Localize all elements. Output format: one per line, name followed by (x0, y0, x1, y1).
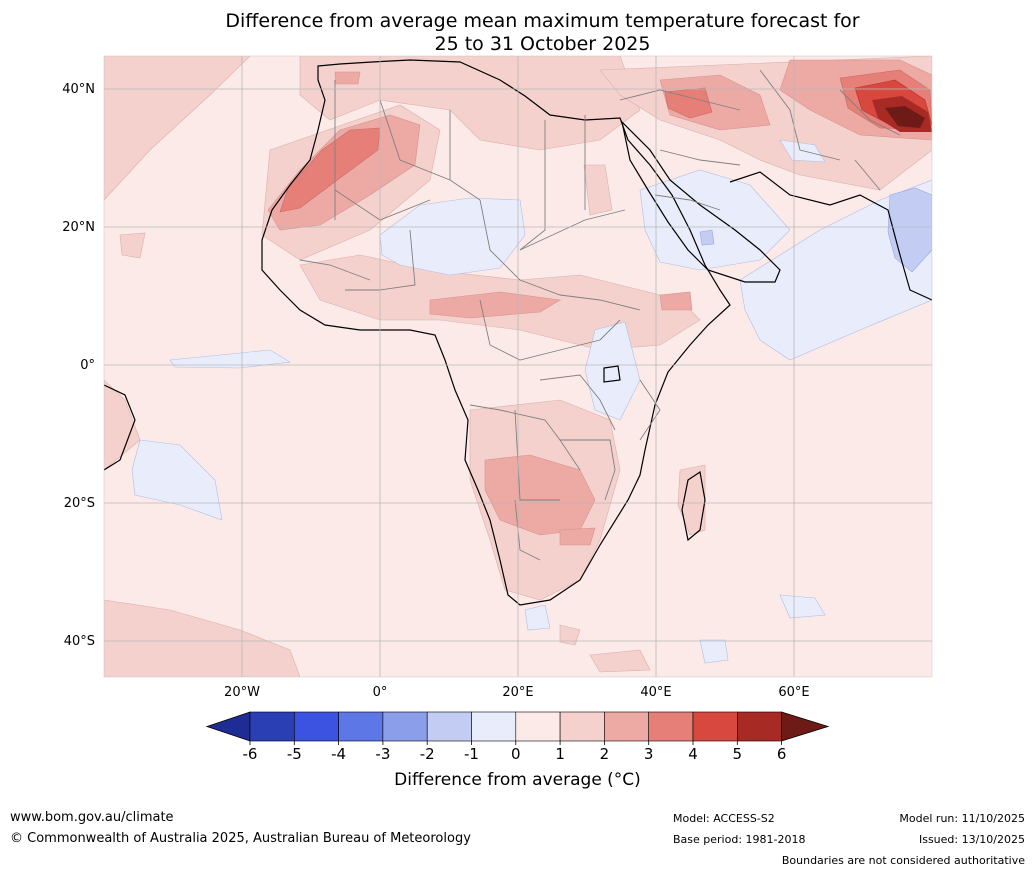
footer-model-run: Model run: 11/10/2025 (899, 812, 1025, 825)
lon-label: 0° (373, 685, 388, 700)
colorbar-tick-label: -3 (375, 745, 390, 763)
longitude-labels: 20°W 0° 20°E 40°E 60°E (224, 685, 810, 700)
footer-model: Model: ACCESS-S2 (673, 812, 775, 825)
colorbar-tick-label: -6 (243, 745, 258, 763)
footer-copyright: © Commonwealth of Australia 2025, Austra… (10, 831, 471, 846)
chart-title: Difference from average mean maximum tem… (0, 10, 1035, 56)
coastlines (104, 59, 932, 606)
footer-url[interactable]: www.bom.gov.au/climate (10, 810, 174, 825)
lon-label: 20°W (224, 685, 260, 700)
colorbar-swatch (648, 711, 694, 742)
colorbar-swatch (426, 711, 472, 742)
colorbar-tick-label: 0 (511, 745, 521, 763)
colorbar-tick-label: -2 (420, 745, 435, 763)
lat-label: 0° (80, 358, 95, 373)
colorbar-swatch (559, 711, 605, 742)
colorbar-tick-label: 4 (688, 745, 698, 763)
colorbar-swatch (382, 711, 428, 742)
colorbar-swatch (604, 711, 650, 742)
lat-label: 40°N (62, 82, 95, 97)
colorbar-tick-label: 1 (555, 745, 565, 763)
title-line-1: Difference from average mean maximum tem… (225, 10, 860, 32)
colorbar-tick-label: 5 (733, 745, 743, 763)
colorbar-tick-label: -4 (331, 745, 346, 763)
colorbar: -6 -5 -4 -3 -2 -1 0 1 2 3 4 5 6 (205, 711, 830, 763)
lat-label: 20°S (64, 496, 95, 511)
footer-issued: Issued: 13/10/2025 (918, 833, 1025, 846)
colorbar-swatch (515, 711, 561, 742)
anomaly-neg1-0-band (131, 139, 932, 664)
colorbar-tick-label: 2 (600, 745, 610, 763)
colorbar-extend-low (205, 711, 251, 742)
lat-label: 20°N (62, 220, 95, 235)
lon-label: 40°E (640, 685, 671, 700)
colorbar-tick-label: 6 (777, 745, 787, 763)
colorbar-label: Difference from average (°C) (394, 770, 641, 790)
colorbar-swatch (293, 711, 339, 742)
colorbar-tick-label: -5 (287, 745, 302, 763)
title-line-2: 25 to 31 October 2025 (434, 33, 651, 55)
colorbar-swatch (471, 711, 517, 742)
country-borders (299, 69, 901, 561)
footer-disclaimer: Boundaries are not considered authoritat… (781, 854, 1025, 867)
map-plot-area (104, 56, 932, 677)
anomaly-gt6-band (885, 106, 925, 128)
lat-label: 40°S (64, 634, 95, 649)
colorbar-swatch (249, 711, 295, 742)
map-frame (103, 55, 933, 678)
latitude-labels: 40°N 20°N 0° 20°S 40°S (62, 82, 95, 649)
footer-base-period: Base period: 1981-2018 (673, 833, 806, 846)
colorbar-swatch (736, 711, 782, 742)
colorbar-tick-label: -1 (464, 745, 479, 763)
lon-label: 60°E (778, 685, 809, 700)
graticule (104, 56, 932, 677)
colorbar-tick-label: 3 (644, 745, 654, 763)
colorbar-extend-high (781, 711, 830, 742)
colorbar-swatch (338, 711, 384, 742)
lon-label: 20°E (502, 685, 533, 700)
colorbar-swatch (692, 711, 738, 742)
